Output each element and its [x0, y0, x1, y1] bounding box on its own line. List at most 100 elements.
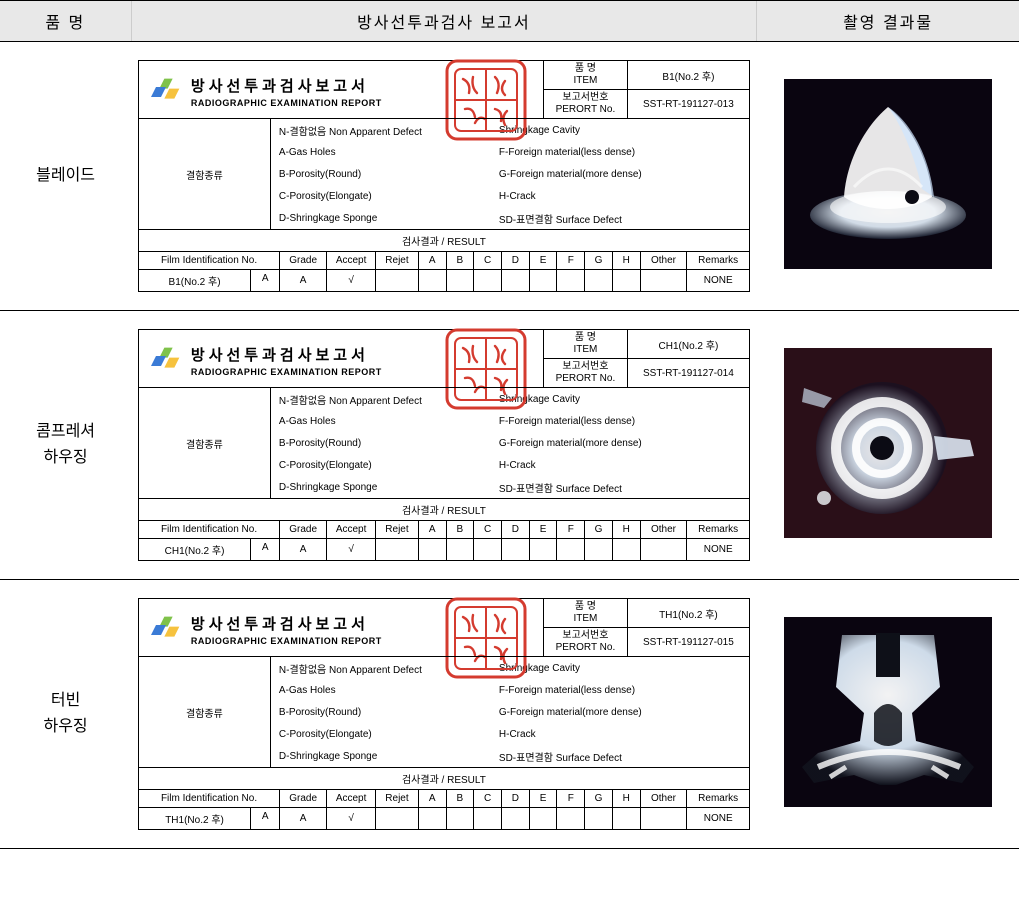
defect-code-right: F-Foreign material(less dense) — [499, 416, 741, 427]
defect-code-left: A-Gas Holes — [279, 147, 499, 158]
outer-row: 블레이드 방사선투과검사보고서 RADIOGRAPHIC EXAMINATION… — [0, 42, 1019, 311]
defect-code-right: Shringkage Cavity — [499, 394, 741, 405]
col-accept: Accept — [327, 790, 376, 808]
report-title-en: RADIOGRAPHIC EXAMINATION REPORT — [191, 636, 382, 646]
defect-code-left: A-Gas Holes — [279, 685, 499, 696]
val-a — [418, 270, 446, 292]
result-table: Film Identification No. Grade Accept Rej… — [139, 521, 749, 560]
val-g — [585, 539, 613, 561]
defect-code-left: N-결함없음 Non Apparent Defect — [279, 661, 499, 676]
col-d: D — [501, 790, 529, 808]
defect-code-right: SD-표면결함 Surface Defect — [499, 211, 741, 226]
defect-code-left: N-결함없음 Non Apparent Defect — [279, 392, 499, 407]
col-accept: Accept — [327, 252, 376, 270]
col-b: B — [446, 521, 474, 539]
val-other — [640, 539, 687, 561]
col-h: H — [612, 252, 640, 270]
defect-code-right: SD-표면결함 Surface Defect — [499, 749, 741, 764]
col-rejet: Rejet — [376, 790, 419, 808]
col-rejet: Rejet — [376, 521, 419, 539]
result-table: Film Identification No. Grade Accept Rej… — [139, 252, 749, 291]
val-remarks: NONE — [687, 808, 749, 830]
defects-category-label: 결함종류 — [139, 119, 271, 229]
outer-row: 터빈하우징 방사선투과검사보고서 RADIOGRAPHIC EXAMINATIO… — [0, 580, 1019, 849]
defects-grid: N-결함없음 Non Apparent DefectShringkage Cav… — [271, 119, 749, 229]
col-c: C — [474, 252, 502, 270]
col-g: G — [585, 252, 613, 270]
val-g — [585, 270, 613, 292]
meta-reportno-value: SST-RT-191127-014 — [627, 359, 749, 387]
val-e — [529, 539, 557, 561]
col-h: H — [612, 790, 640, 808]
company-logo-icon — [149, 346, 183, 376]
val-c — [474, 539, 502, 561]
xray-image — [784, 348, 992, 538]
val-e — [529, 808, 557, 830]
result-header: 검사결과 / RESULT — [139, 230, 749, 252]
defect-code-right: G-Foreign material(more dense) — [499, 169, 741, 180]
col-remarks: Remarks — [687, 790, 749, 808]
report-card: 방사선투과검사보고서 RADIOGRAPHIC EXAMINATION REPO… — [138, 329, 750, 561]
result-row: TH1(No.2 후) A A √ NONE — [139, 808, 749, 830]
val-accept: √ — [327, 270, 376, 292]
company-logo-icon — [149, 77, 183, 107]
report-cell: 방사선투과검사보고서 RADIOGRAPHIC EXAMINATION REPO… — [131, 311, 757, 580]
report-card: 방사선투과검사보고서 RADIOGRAPHIC EXAMINATION REPO… — [138, 598, 750, 830]
defect-code-right: H-Crack — [499, 729, 741, 740]
meta-item-value: CH1(No.2 후) — [627, 330, 749, 358]
defect-code-left: C-Porosity(Elongate) — [279, 729, 499, 740]
defect-code-right: H-Crack — [499, 191, 741, 202]
val-f — [557, 539, 585, 561]
col-a: A — [418, 521, 446, 539]
val-g — [585, 808, 613, 830]
defects-grid: N-결함없음 Non Apparent DefectShringkage Cav… — [271, 388, 749, 498]
film-id: CH1(No.2 후) — [139, 539, 251, 560]
xray-image-cell — [757, 580, 1019, 849]
header-name: 품 명 — [0, 1, 131, 42]
col-f: F — [557, 252, 585, 270]
val-rejet — [376, 808, 419, 830]
result-header: 검사결과 / RESULT — [139, 499, 749, 521]
result-row: B1(No.2 후) A A √ NONE — [139, 270, 749, 292]
report-card: 방사선투과검사보고서 RADIOGRAPHIC EXAMINATION REPO… — [138, 60, 750, 292]
meta-item-label: 품 명ITEM — [543, 599, 627, 627]
col-other: Other — [640, 521, 687, 539]
val-b — [446, 808, 474, 830]
meta-reportno-label: 보고서번호PERORT No. — [543, 90, 627, 118]
col-e: E — [529, 252, 557, 270]
col-g: G — [585, 790, 613, 808]
defect-code-left: D-Shringkage Sponge — [279, 751, 499, 762]
film-sub: A — [251, 808, 279, 829]
film-sub: A — [251, 539, 279, 560]
val-b — [446, 270, 474, 292]
film-id: B1(No.2 후) — [139, 270, 251, 291]
col-f: F — [557, 790, 585, 808]
xray-image — [784, 617, 992, 807]
col-grade: Grade — [280, 521, 327, 539]
val-d — [501, 539, 529, 561]
col-f: F — [557, 521, 585, 539]
col-remarks: Remarks — [687, 252, 749, 270]
header-report: 방사선투과검사 보고서 — [131, 1, 757, 42]
col-e: E — [529, 790, 557, 808]
report-title-block: 방사선투과검사보고서 RADIOGRAPHIC EXAMINATION REPO… — [139, 61, 543, 118]
xray-image — [784, 79, 992, 269]
defect-code-left: D-Shringkage Sponge — [279, 213, 499, 224]
col-h: H — [612, 521, 640, 539]
val-d — [501, 808, 529, 830]
defect-code-left: C-Porosity(Elongate) — [279, 460, 499, 471]
result-table: Film Identification No. Grade Accept Rej… — [139, 790, 749, 829]
product-name: 블레이드 — [0, 42, 131, 311]
defect-code-left: A-Gas Holes — [279, 416, 499, 427]
meta-item-value: TH1(No.2 후) — [627, 599, 749, 627]
defect-code-right: SD-표면결함 Surface Defect — [499, 480, 741, 495]
defect-code-left: N-결함없음 Non Apparent Defect — [279, 123, 499, 138]
defect-code-left: B-Porosity(Round) — [279, 169, 499, 180]
col-d: D — [501, 521, 529, 539]
defect-code-right: F-Foreign material(less dense) — [499, 685, 741, 696]
defect-code-left: C-Porosity(Elongate) — [279, 191, 499, 202]
col-b: B — [446, 252, 474, 270]
defect-code-right: Shringkage Cavity — [499, 125, 741, 136]
col-film: Film Identification No. — [139, 252, 280, 270]
report-title-ko: 방사선투과검사보고서 — [191, 75, 382, 96]
